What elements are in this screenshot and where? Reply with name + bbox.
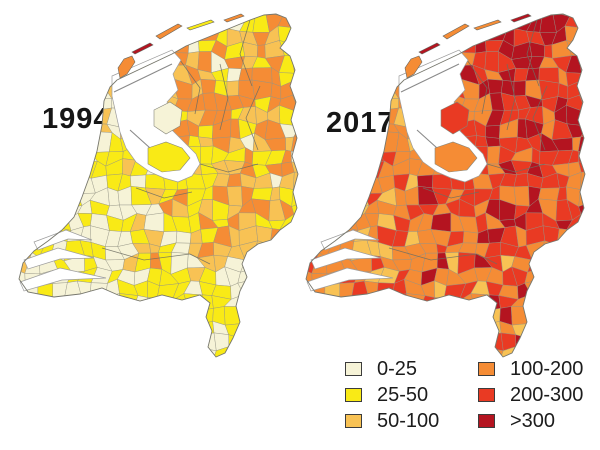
island-schiermonnikoog bbox=[223, 13, 245, 23]
zeeland-channel bbox=[23, 247, 95, 270]
legend-label: 25-50 bbox=[377, 383, 429, 406]
legend-swatch bbox=[478, 413, 495, 428]
legend-label: 0-25 bbox=[377, 357, 418, 380]
island-ameland bbox=[473, 19, 502, 31]
legend-item: 200-300 bbox=[478, 384, 583, 405]
polder-flevoland bbox=[147, 141, 191, 173]
island-texel bbox=[117, 55, 136, 79]
year-label-2017: 2017 bbox=[326, 107, 395, 139]
legend-swatch bbox=[478, 387, 495, 402]
island-terschelling bbox=[155, 23, 183, 40]
province-borders bbox=[388, 19, 548, 265]
zeeland-channel bbox=[310, 247, 382, 270]
legend-label: 200-300 bbox=[510, 383, 584, 406]
legend-label: 100-200 bbox=[510, 357, 584, 380]
legend-swatch bbox=[478, 361, 495, 376]
dikes bbox=[113, 63, 173, 149]
legend-item: 50-100 bbox=[345, 410, 478, 431]
coastline-outline bbox=[305, 13, 586, 358]
legend-item: 100-200 bbox=[478, 358, 583, 379]
legend-label: 50-100 bbox=[377, 409, 440, 432]
polder-noordoostpolder bbox=[440, 101, 470, 135]
legend-item: >300 bbox=[478, 410, 583, 431]
island-terschelling bbox=[442, 23, 470, 40]
zeeland-channel bbox=[306, 267, 394, 292]
island-vlieland bbox=[418, 42, 441, 55]
legend-column-2: 100-200 200-300 >300 bbox=[478, 358, 583, 436]
legend-swatch bbox=[345, 387, 362, 402]
polder-flevoland bbox=[434, 141, 478, 173]
dikes bbox=[400, 63, 460, 149]
year-label-1994: 1994 bbox=[42, 103, 111, 135]
coastline-outline bbox=[18, 13, 299, 358]
legend-item: 25-50 bbox=[345, 384, 478, 405]
choropleth-map-2017 bbox=[305, 13, 586, 358]
island-vlieland bbox=[131, 42, 154, 55]
legend: 0-25 25-50 50-100 100-200 200-300 >300 bbox=[345, 358, 583, 436]
zeeland-channel bbox=[19, 267, 107, 292]
island-schiermonnikoog bbox=[510, 13, 532, 23]
legend-column-1: 0-25 25-50 50-100 bbox=[345, 358, 478, 436]
legend-label: >300 bbox=[510, 409, 556, 432]
legend-item: 0-25 bbox=[345, 358, 478, 379]
legend-swatch bbox=[345, 361, 362, 376]
polder-noordoostpolder bbox=[153, 101, 183, 135]
province-borders bbox=[101, 19, 261, 265]
island-texel bbox=[404, 55, 423, 79]
legend-swatch bbox=[345, 413, 362, 428]
island-ameland bbox=[186, 19, 215, 31]
choropleth-map-1994 bbox=[18, 13, 299, 358]
